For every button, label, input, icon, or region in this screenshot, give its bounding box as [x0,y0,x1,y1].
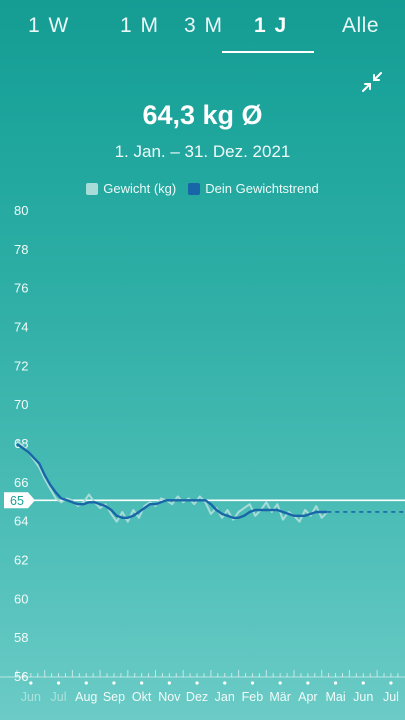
legend-swatch-weight [86,182,99,195]
legend-item-trend: Dein Gewichtstrend [188,181,319,196]
date-range: 1. Jan. – 31. Dez. 2021 [114,142,291,161]
x-tick-label: Jan [215,690,235,704]
tab-3-months[interactable]: 3 M [184,14,224,37]
y-tick-label: 72 [14,358,28,373]
x-tick-label: Dez [186,690,208,704]
target-weight-label: 65 [10,494,24,508]
x-tick-label: Aug [75,690,97,704]
x-tick-dot [306,681,310,685]
chart-legend: Gewicht (kg) Dein Gewichtstrend [0,181,405,196]
x-tick-label: Jul [51,690,67,704]
y-tick-label: 58 [14,630,28,645]
legend-swatch-trend [188,182,201,195]
average-weight: 64,3 kg Ø [142,100,263,130]
x-tick-dot [167,681,171,685]
legend-item-weight: Gewicht (kg) [86,181,176,196]
y-tick-label: 70 [14,397,28,412]
tab-1-week[interactable]: 1 W [28,14,70,37]
collapse-arrows-icon[interactable] [360,70,384,94]
x-tick-label: Mai [325,690,345,704]
tab-1-month[interactable]: 1 M [120,14,160,37]
y-tick-label: 76 [14,281,28,296]
x-tick-label: Apr [298,690,317,704]
weight-series-line [16,439,328,523]
x-tick-dot [389,681,393,685]
target-weight-badge [4,492,35,509]
x-tick-dot [361,681,365,685]
x-tick-label: Jun [353,690,373,704]
x-tick-dot [333,681,338,685]
x-tick-label: Mär [269,690,291,704]
active-tab-indicator [222,51,314,53]
x-tick-label: Sep [103,690,125,704]
y-tick-label: 78 [14,242,28,257]
x-tick-dot [56,681,61,685]
x-tick-label: Nov [158,690,181,704]
y-tick-label: 74 [14,320,28,335]
legend-label-trend: Dein Gewichtstrend [205,181,319,196]
x-tick-dot [278,681,282,685]
tab-1-year[interactable]: 1 J [254,14,288,37]
x-tick-label: Feb [242,690,264,704]
x-tick-label: Jun [21,690,41,704]
x-tick-dot [112,681,116,685]
y-tick-label: 66 [14,475,28,490]
y-tick-label: 60 [14,591,28,606]
x-tick-dot [140,681,144,685]
x-tick-label: Jul [383,690,399,704]
x-tick-label: Okt [132,690,152,704]
time-range-tabs: 1 W 1 M 3 M 1 J Alle [0,0,405,54]
y-tick-label: 80 [14,203,28,218]
x-tick-dot [29,681,33,685]
tab-all[interactable]: Alle [342,14,380,37]
y-tick-label: 64 [14,514,28,529]
x-tick-dot [223,681,227,685]
x-tick-dot [250,681,255,685]
x-tick-dot [84,681,88,685]
y-tick-label: 62 [14,553,28,568]
legend-label-weight: Gewicht (kg) [103,181,177,196]
x-tick-dot [195,681,199,685]
trend-series-line [16,443,328,519]
